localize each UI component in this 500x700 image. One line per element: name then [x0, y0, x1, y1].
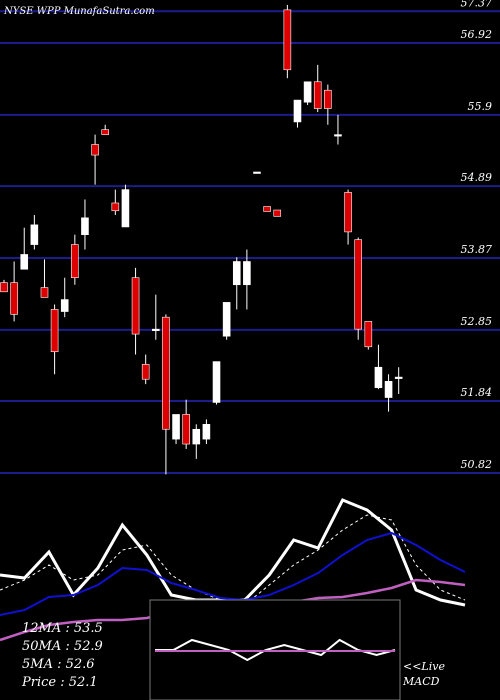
candle-body — [324, 89, 332, 109]
y-tick-label: 54.89 — [461, 171, 493, 184]
ma-label: 5MA : 52.6 — [22, 657, 95, 672]
y-tick-label: 52.85 — [461, 315, 493, 328]
candle-body — [344, 192, 352, 233]
candle-body — [263, 206, 271, 212]
candle-body — [111, 202, 120, 212]
candle-body — [253, 171, 261, 174]
macd-label: <<Live — [403, 660, 445, 673]
candle-body — [303, 81, 312, 103]
chart-title: NYSE WPP MunafaSutra.com — [3, 6, 155, 17]
candle-body — [30, 224, 39, 245]
y-tick-label: 53.87 — [461, 243, 493, 256]
candle-body — [162, 316, 170, 430]
candle-body — [192, 428, 201, 445]
candle-body — [313, 81, 322, 109]
candle-body — [20, 254, 29, 270]
candle-body — [121, 189, 130, 228]
candle-body — [212, 361, 221, 403]
candle-body — [293, 99, 302, 123]
y-tick-label: 56.92 — [461, 28, 493, 41]
ma-label: 12MA : 53.5 — [22, 621, 103, 636]
candle-body — [273, 209, 282, 217]
candle-body — [374, 366, 383, 388]
candle-body — [40, 287, 49, 298]
candle-body — [0, 282, 8, 293]
candle-body — [101, 129, 109, 135]
macd-panel — [155, 638, 396, 662]
y-tick-label: 51.84 — [461, 386, 493, 399]
candle-body — [91, 144, 99, 156]
y-tick-label: 50.82 — [461, 458, 493, 471]
candle-body — [182, 414, 190, 445]
candle-body — [232, 261, 241, 286]
candle-body — [202, 424, 211, 440]
candle-body — [384, 381, 393, 398]
candle-body — [50, 309, 59, 353]
price-panel: 57.37 56.92 55.9 54.89 53.87 52.85 51.84 50.82 — [0, 0, 500, 475]
candle-body — [334, 134, 342, 137]
ma-label: Price : 52.1 — [21, 675, 98, 690]
candle-body — [364, 321, 373, 348]
macd-label: MACD — [402, 675, 440, 688]
candle-body — [354, 239, 363, 330]
y-tick-label: 55.9 — [468, 100, 493, 113]
candle-body — [283, 9, 292, 71]
candle-body — [141, 364, 150, 380]
candle-body — [10, 282, 18, 315]
candle-body — [131, 277, 140, 335]
candle-body — [243, 261, 251, 286]
candle-body — [172, 414, 180, 440]
candle-body — [222, 302, 231, 337]
candle-body — [81, 217, 89, 236]
indicator-line — [0, 531, 466, 616]
candle-body — [152, 328, 160, 331]
ma-label: 50MA : 52.9 — [22, 639, 103, 654]
candle-body — [71, 244, 79, 279]
candle-body — [394, 376, 403, 379]
y-tick-label: 57.37 — [461, 0, 493, 9]
candle-body — [60, 299, 69, 312]
indicator-line — [155, 638, 396, 662]
